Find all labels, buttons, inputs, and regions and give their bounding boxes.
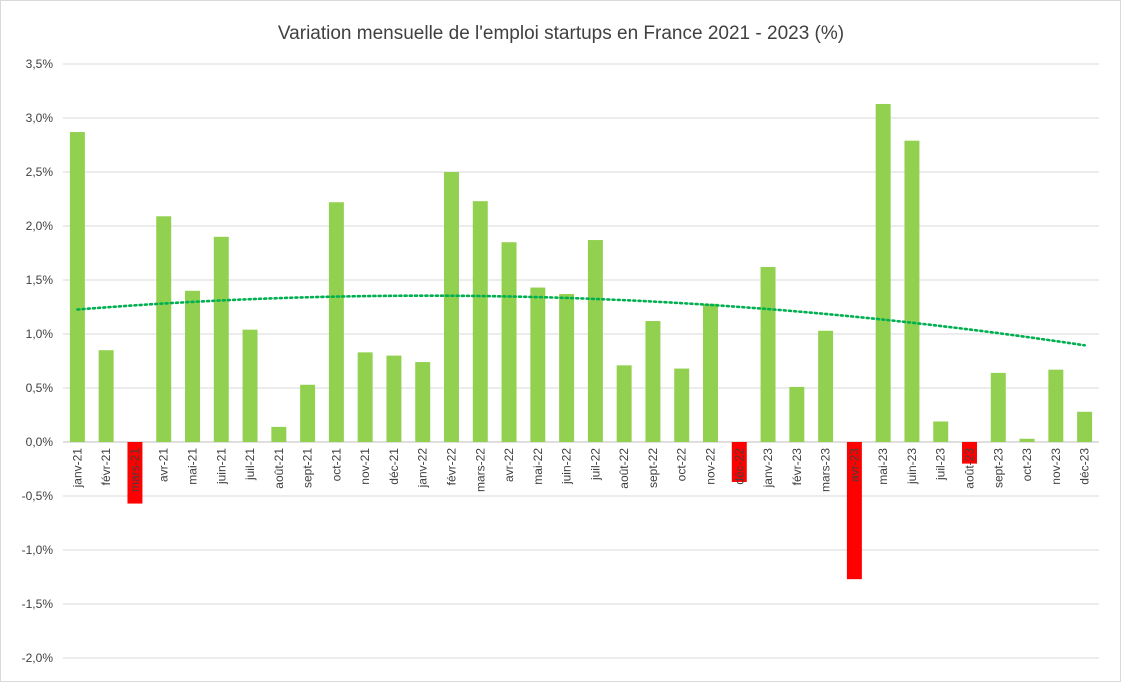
x-tick-label: mai-22 — [531, 448, 545, 485]
x-tick-label: nov-22 — [704, 448, 718, 485]
x-tick-label: août-22 — [617, 448, 631, 489]
bar — [530, 287, 546, 442]
bar — [501, 242, 517, 442]
bar — [674, 368, 690, 442]
x-tick-label: mars-23 — [819, 448, 833, 492]
x-tick-label: sept-21 — [301, 448, 315, 488]
trendline — [76, 294, 1086, 347]
y-tick-label: -0,5% — [22, 489, 54, 503]
bar — [904, 140, 920, 442]
bar — [789, 386, 805, 442]
bar — [444, 172, 459, 442]
x-tick-label: avr-22 — [502, 448, 516, 482]
bar — [933, 421, 949, 442]
x-tick-label: févr-22 — [445, 448, 459, 486]
x-tick-label: janv-21 — [70, 448, 84, 489]
bar — [415, 362, 431, 442]
x-tick-label: juil-22 — [588, 448, 602, 481]
chart-title: Variation mensuelle de l'emploi startups… — [278, 23, 844, 44]
x-tick-label: nov-23 — [1049, 448, 1063, 485]
bar — [357, 352, 373, 442]
x-axis-ticks: janv-21 févr-21 mars-21 avr-21 mai-21 juin-21… — [70, 448, 1091, 492]
bar — [875, 103, 891, 443]
gridlines — [63, 63, 1099, 659]
x-tick-label: juin-23 — [905, 448, 919, 485]
y-tick-label: 3,5% — [26, 57, 54, 71]
x-tick-label: févr-21 — [99, 448, 113, 486]
bar — [962, 442, 977, 464]
y-tick-label: 0,0% — [26, 435, 54, 449]
y-tick-label: -1,0% — [22, 543, 54, 557]
bar — [242, 329, 258, 442]
x-tick-label: juil-21 — [243, 448, 257, 481]
bar — [271, 426, 287, 442]
x-tick-label: févr-23 — [790, 448, 804, 486]
x-tick-label: déc-21 — [387, 448, 401, 485]
x-tick-label: avr-21 — [157, 448, 171, 482]
bar — [1048, 369, 1064, 442]
x-tick-label: oct-21 — [329, 448, 343, 482]
bar — [185, 290, 200, 442]
x-tick-label: mars-22 — [473, 448, 487, 492]
x-tick-label: mai-23 — [876, 448, 890, 485]
bar — [127, 442, 143, 504]
bar — [760, 267, 776, 442]
y-tick-label: 2,0% — [26, 219, 54, 233]
x-tick-label: oct-22 — [675, 448, 689, 482]
x-tick-label: déc-22 — [732, 448, 746, 485]
y-axis-ticks: 3,5% 3,0% 2,5% 2,0% 1,5% 1,0% 0,5% 0,0% -0,5% -1,… — [22, 57, 54, 665]
bar — [386, 355, 402, 442]
x-tick-label: sept-22 — [646, 448, 660, 488]
bar — [98, 350, 114, 442]
y-tick-label: 1,0% — [26, 327, 54, 341]
y-tick-label: -2,0% — [22, 651, 54, 665]
y-tick-label: 3,0% — [26, 111, 54, 125]
bar — [703, 303, 718, 442]
bar — [616, 365, 632, 442]
bar — [1077, 411, 1093, 442]
bar — [846, 442, 862, 580]
x-tick-label: oct-23 — [1020, 448, 1034, 482]
x-tick-label: nov-21 — [358, 448, 372, 485]
bar — [731, 442, 747, 482]
bar — [587, 240, 603, 442]
bar — [213, 236, 229, 442]
bar — [818, 330, 834, 442]
bar — [559, 294, 575, 442]
y-tick-label: 2,5% — [26, 165, 54, 179]
y-tick-label: 0,5% — [26, 381, 54, 395]
bars — [69, 103, 1093, 580]
x-tick-label: janv-22 — [416, 448, 430, 489]
bar — [156, 216, 172, 442]
bar — [645, 321, 661, 442]
y-tick-label: 1,5% — [26, 273, 54, 287]
x-tick-label: mai-21 — [186, 448, 200, 485]
x-tick-label: sept-23 — [991, 448, 1005, 488]
x-tick-label: avr-23 — [847, 448, 861, 482]
x-tick-label: janv-23 — [761, 448, 775, 489]
y-tick-label: -1,5% — [22, 597, 54, 611]
x-tick-label: août-23 — [963, 448, 977, 489]
x-tick-label: juin-21 — [214, 448, 228, 485]
bar — [300, 384, 316, 442]
bar — [472, 201, 488, 442]
bar — [990, 372, 1006, 442]
x-tick-label: juil-23 — [934, 448, 948, 481]
x-tick-label: déc-23 — [1078, 448, 1092, 485]
x-tick-label: mars-21 — [128, 448, 142, 492]
bar — [69, 132, 85, 443]
bar — [328, 202, 344, 442]
x-tick-label: juin-22 — [560, 448, 574, 485]
x-tick-label: août-21 — [272, 448, 286, 489]
bar — [1019, 438, 1035, 442]
